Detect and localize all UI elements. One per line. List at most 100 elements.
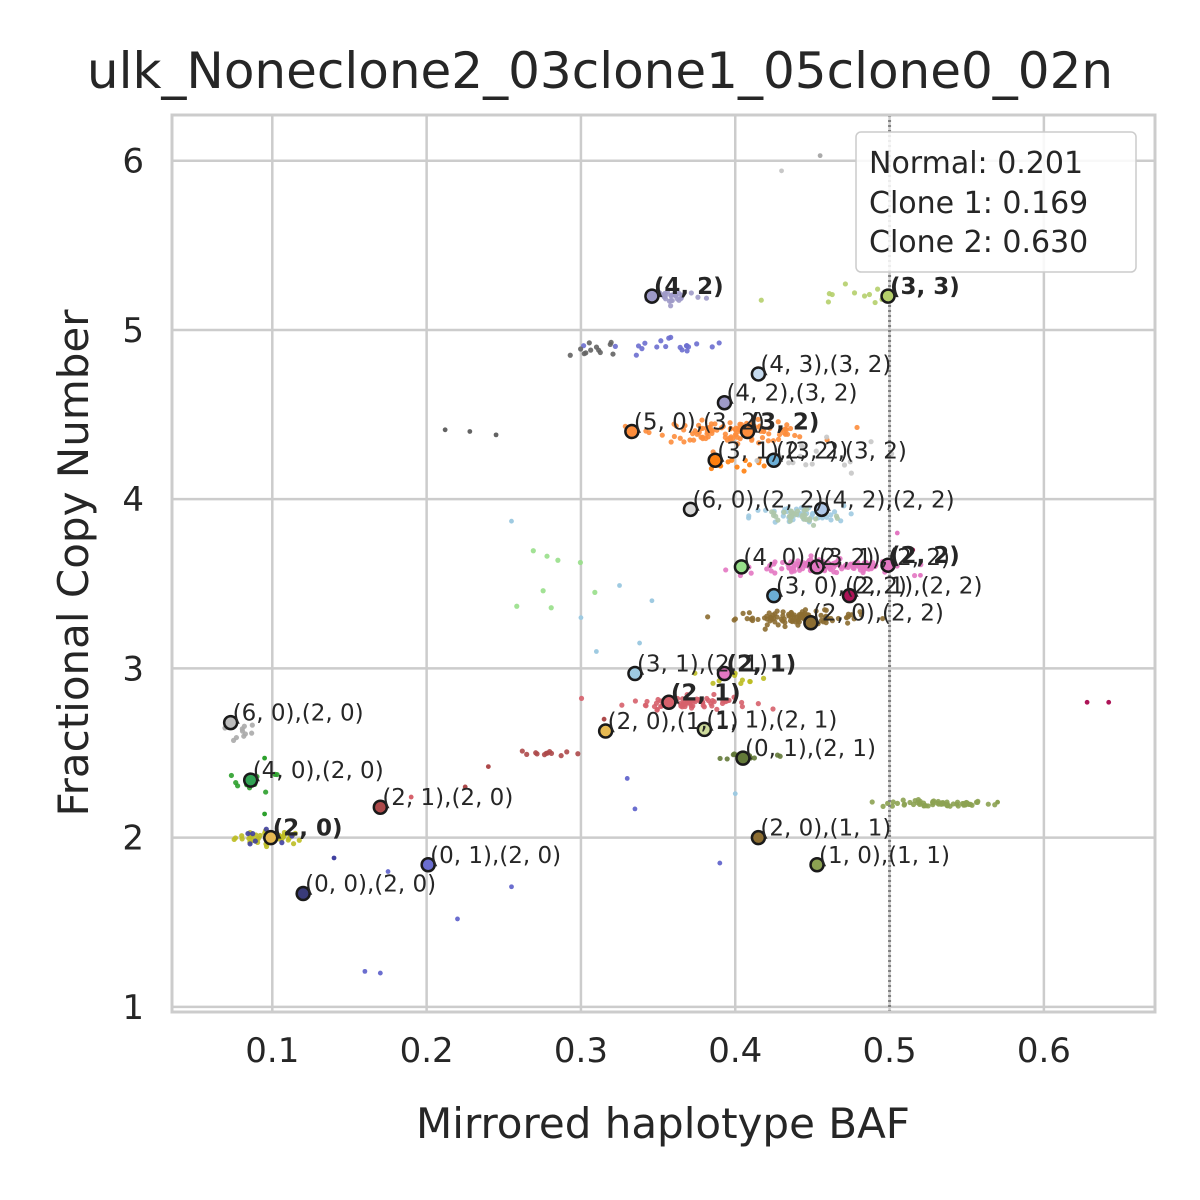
data-point	[833, 513, 840, 519]
data-point	[771, 510, 777, 516]
data-point	[925, 803, 931, 809]
data-point	[673, 293, 679, 299]
data-point	[823, 616, 829, 623]
point-annotation: (4, 0),(2, 0)	[253, 758, 384, 784]
data-point	[331, 855, 337, 861]
data-point	[279, 836, 285, 842]
data-point	[658, 338, 664, 344]
point-annotation: (1, 1),(2, 1)	[706, 707, 837, 733]
data-point	[654, 344, 660, 350]
data-point	[509, 518, 514, 524]
x-tick-label: 0.4	[708, 1031, 762, 1071]
highlighted-point	[716, 394, 733, 411]
data-point	[894, 800, 901, 806]
data-point	[671, 433, 677, 440]
data-point	[694, 341, 700, 347]
data-point	[826, 291, 832, 297]
data-point	[684, 348, 690, 354]
data-point	[578, 615, 584, 621]
point-annotation: (2, 2)	[890, 543, 960, 569]
data-point	[408, 794, 414, 800]
highlighted-point	[735, 750, 751, 766]
point-annotation: (3, 0),(2, 2)	[776, 574, 907, 600]
data-point	[781, 509, 787, 515]
data-point	[717, 755, 723, 762]
data-point	[790, 566, 796, 573]
data-point	[725, 459, 731, 465]
data-point	[668, 439, 674, 445]
data-point	[274, 771, 280, 778]
data-point	[690, 431, 696, 437]
data-point	[734, 464, 740, 470]
data-point	[694, 431, 700, 437]
data-point	[578, 346, 584, 352]
data-point	[880, 615, 886, 622]
data-point	[540, 588, 546, 594]
point-annotation: (0, 1),(2, 1)	[745, 736, 876, 762]
data-point	[245, 830, 251, 837]
data-point	[455, 916, 460, 922]
data-point	[714, 427, 720, 433]
point-annotation: (0, 1),(2, 0)	[430, 843, 561, 869]
legend-entry-normal: Normal: 0.201	[869, 146, 1083, 181]
data-point	[756, 424, 762, 430]
data-point	[692, 670, 698, 676]
data-point	[691, 437, 697, 443]
data-point	[780, 609, 786, 615]
data-point	[842, 562, 848, 568]
highlighted-point	[809, 559, 825, 575]
data-point	[581, 343, 587, 349]
data-point	[711, 699, 717, 705]
data-point	[695, 294, 701, 300]
data-point	[663, 343, 669, 350]
data-point	[798, 443, 804, 449]
data-point	[577, 559, 584, 566]
point-annotation: (3, 2)	[750, 409, 820, 435]
data-point	[567, 352, 573, 358]
point-annotation: (4, 2)	[654, 274, 724, 300]
data-point	[462, 784, 468, 790]
data-point	[765, 438, 771, 444]
data-point	[279, 840, 285, 846]
data-point	[262, 811, 267, 817]
data-point	[588, 347, 594, 353]
data-point	[810, 522, 817, 528]
highlighted-point	[707, 452, 723, 469]
data-point	[442, 427, 448, 433]
highlighted-point	[644, 288, 660, 304]
data-point	[679, 696, 686, 702]
data-point	[860, 567, 866, 574]
data-point	[755, 507, 761, 513]
y-tick-label: 4	[122, 480, 144, 520]
data-point	[249, 722, 255, 728]
legend-entry-clone-1: Clone 1: 0.169	[869, 186, 1088, 221]
data-point	[362, 968, 368, 974]
data-point	[695, 697, 701, 703]
data-point	[727, 426, 733, 432]
data-point	[866, 291, 873, 298]
data-point	[593, 649, 599, 654]
data-point	[493, 432, 499, 438]
legend-box	[855, 131, 1137, 273]
data-point	[826, 563, 833, 569]
data-point	[668, 293, 674, 299]
point-annotation: (3, 1),(2, 2)	[819, 545, 950, 571]
data-point	[805, 559, 811, 565]
highlighted-point	[627, 665, 643, 682]
data-point	[746, 462, 753, 468]
data-point	[775, 622, 781, 628]
data-point	[900, 797, 906, 803]
data-point	[519, 748, 525, 754]
data-point	[642, 340, 648, 346]
data-point	[731, 694, 737, 700]
data-point	[751, 755, 758, 761]
data-point	[848, 561, 854, 567]
data-point	[880, 803, 886, 809]
data-point	[747, 678, 753, 685]
data-point	[813, 448, 819, 454]
data-point	[779, 168, 784, 174]
data-point	[954, 799, 961, 805]
data-point	[659, 432, 665, 438]
highlighted-point	[661, 694, 677, 711]
data-point	[749, 437, 755, 443]
